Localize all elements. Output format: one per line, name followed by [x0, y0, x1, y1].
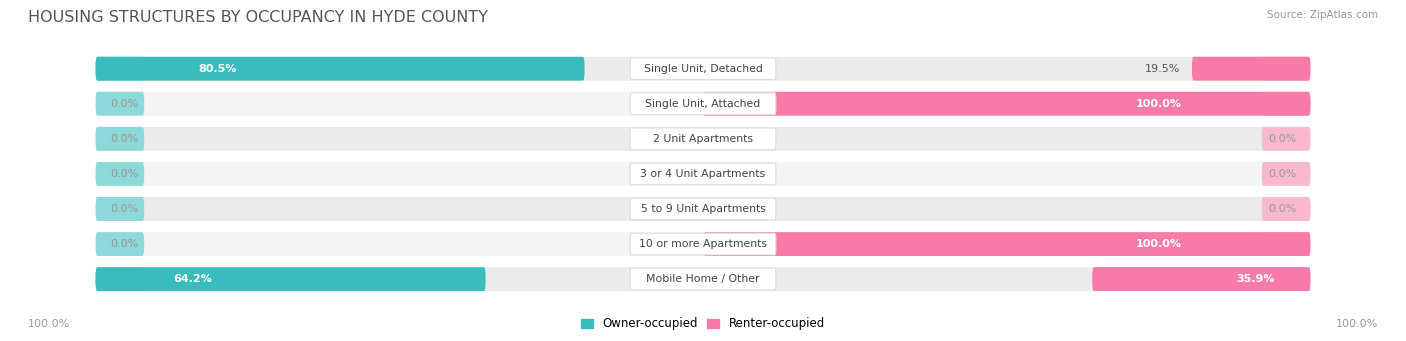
- FancyBboxPatch shape: [96, 57, 145, 80]
- Text: 100.0%: 100.0%: [1136, 99, 1181, 109]
- Text: 100.0%: 100.0%: [28, 319, 70, 329]
- Text: 64.2%: 64.2%: [174, 274, 212, 284]
- FancyBboxPatch shape: [1261, 197, 1310, 221]
- Text: 0.0%: 0.0%: [110, 239, 138, 249]
- FancyBboxPatch shape: [630, 58, 776, 79]
- Text: 0.0%: 0.0%: [110, 99, 138, 109]
- Text: 80.5%: 80.5%: [198, 64, 238, 74]
- FancyBboxPatch shape: [630, 93, 776, 115]
- Text: Source: ZipAtlas.com: Source: ZipAtlas.com: [1267, 10, 1378, 20]
- FancyBboxPatch shape: [96, 162, 145, 186]
- FancyBboxPatch shape: [703, 232, 1310, 256]
- FancyBboxPatch shape: [96, 57, 1310, 80]
- FancyBboxPatch shape: [96, 127, 145, 151]
- FancyBboxPatch shape: [96, 92, 145, 116]
- Text: 0.0%: 0.0%: [1268, 169, 1296, 179]
- FancyBboxPatch shape: [96, 197, 1310, 221]
- Text: 100.0%: 100.0%: [1136, 239, 1181, 249]
- FancyBboxPatch shape: [1261, 267, 1310, 291]
- Text: 35.9%: 35.9%: [1237, 274, 1275, 284]
- Text: 0.0%: 0.0%: [110, 204, 138, 214]
- Text: 3 or 4 Unit Apartments: 3 or 4 Unit Apartments: [641, 169, 765, 179]
- Text: 0.0%: 0.0%: [1268, 204, 1296, 214]
- Text: 0.0%: 0.0%: [1268, 134, 1296, 144]
- Text: 2 Unit Apartments: 2 Unit Apartments: [652, 134, 754, 144]
- FancyBboxPatch shape: [96, 267, 485, 291]
- FancyBboxPatch shape: [1261, 127, 1310, 151]
- Text: Single Unit, Attached: Single Unit, Attached: [645, 99, 761, 109]
- Text: Single Unit, Detached: Single Unit, Detached: [644, 64, 762, 74]
- FancyBboxPatch shape: [703, 92, 1310, 116]
- FancyBboxPatch shape: [1261, 92, 1310, 116]
- Text: HOUSING STRUCTURES BY OCCUPANCY IN HYDE COUNTY: HOUSING STRUCTURES BY OCCUPANCY IN HYDE …: [28, 10, 488, 25]
- FancyBboxPatch shape: [630, 233, 776, 255]
- FancyBboxPatch shape: [96, 92, 1310, 116]
- FancyBboxPatch shape: [1192, 57, 1310, 80]
- FancyBboxPatch shape: [96, 127, 1310, 151]
- Legend: Owner-occupied, Renter-occupied: Owner-occupied, Renter-occupied: [576, 313, 830, 335]
- FancyBboxPatch shape: [96, 232, 1310, 256]
- FancyBboxPatch shape: [96, 267, 1310, 291]
- FancyBboxPatch shape: [630, 128, 776, 150]
- FancyBboxPatch shape: [96, 267, 145, 291]
- FancyBboxPatch shape: [96, 197, 145, 221]
- Text: 100.0%: 100.0%: [1336, 319, 1378, 329]
- FancyBboxPatch shape: [96, 162, 1310, 186]
- Text: 10 or more Apartments: 10 or more Apartments: [638, 239, 768, 249]
- FancyBboxPatch shape: [630, 163, 776, 185]
- Text: Mobile Home / Other: Mobile Home / Other: [647, 274, 759, 284]
- FancyBboxPatch shape: [1092, 267, 1310, 291]
- FancyBboxPatch shape: [630, 198, 776, 220]
- FancyBboxPatch shape: [1261, 232, 1310, 256]
- FancyBboxPatch shape: [1261, 162, 1310, 186]
- FancyBboxPatch shape: [96, 232, 145, 256]
- FancyBboxPatch shape: [630, 268, 776, 290]
- Text: 0.0%: 0.0%: [110, 134, 138, 144]
- FancyBboxPatch shape: [1261, 57, 1310, 80]
- FancyBboxPatch shape: [96, 57, 585, 80]
- Text: 5 to 9 Unit Apartments: 5 to 9 Unit Apartments: [641, 204, 765, 214]
- Text: 0.0%: 0.0%: [110, 169, 138, 179]
- Text: 19.5%: 19.5%: [1144, 64, 1180, 74]
